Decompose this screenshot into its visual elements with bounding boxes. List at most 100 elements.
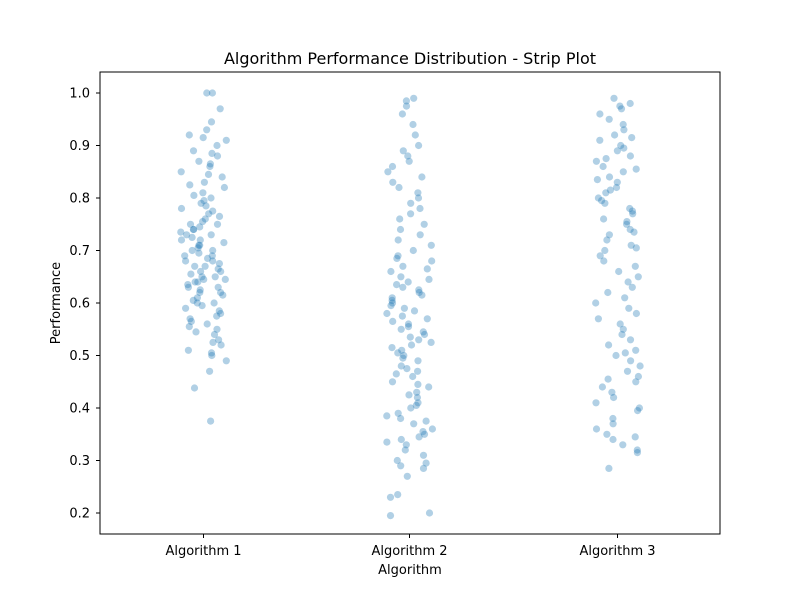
data-point bbox=[592, 425, 601, 433]
data-point bbox=[612, 351, 620, 360]
data-point bbox=[416, 204, 424, 213]
data-point bbox=[403, 365, 411, 373]
data-point bbox=[199, 218, 207, 226]
data-point bbox=[217, 267, 225, 276]
data-point bbox=[592, 157, 601, 165]
data-point bbox=[606, 186, 615, 194]
data-point bbox=[592, 299, 600, 307]
data-point bbox=[415, 141, 423, 150]
data-point bbox=[623, 218, 631, 226]
data-point bbox=[217, 341, 225, 349]
data-point bbox=[387, 267, 395, 276]
data-point bbox=[415, 286, 423, 294]
data-point bbox=[602, 189, 610, 197]
data-point bbox=[184, 346, 192, 354]
data-point bbox=[598, 197, 606, 205]
data-point bbox=[399, 283, 407, 291]
data-point bbox=[197, 267, 205, 276]
data-point bbox=[407, 210, 415, 218]
data-point bbox=[213, 220, 222, 228]
data-point bbox=[601, 199, 609, 207]
data-point bbox=[419, 328, 427, 336]
data-point bbox=[203, 320, 211, 328]
y-tick-label: 0.9 bbox=[69, 139, 90, 154]
data-point bbox=[619, 168, 627, 176]
data-point bbox=[412, 401, 420, 409]
data-point bbox=[633, 446, 641, 454]
data-point bbox=[394, 236, 402, 244]
y-tick-label: 0.4 bbox=[69, 402, 90, 417]
data-point bbox=[419, 428, 427, 436]
data-point bbox=[387, 302, 395, 310]
data-point bbox=[388, 162, 397, 171]
data-point bbox=[187, 317, 195, 325]
data-point bbox=[623, 367, 632, 375]
data-point bbox=[616, 320, 624, 328]
data-point bbox=[208, 149, 216, 157]
data-point bbox=[205, 210, 213, 218]
data-point bbox=[207, 349, 216, 357]
data-point bbox=[402, 97, 410, 105]
data-point bbox=[386, 511, 395, 520]
data-point bbox=[405, 391, 413, 399]
data-point bbox=[194, 244, 202, 252]
data-point bbox=[425, 509, 434, 517]
data-point bbox=[410, 307, 419, 315]
y-tick-label: 0.7 bbox=[69, 244, 90, 259]
data-point bbox=[418, 291, 426, 299]
data-point bbox=[415, 336, 423, 344]
data-point bbox=[409, 120, 417, 129]
data-point bbox=[195, 157, 203, 165]
data-point bbox=[218, 173, 226, 181]
data-point bbox=[598, 383, 607, 391]
data-point bbox=[209, 257, 217, 265]
data-point bbox=[189, 147, 198, 155]
data-point bbox=[604, 288, 612, 297]
data-point bbox=[201, 215, 209, 223]
data-point bbox=[386, 493, 395, 501]
data-point bbox=[388, 344, 396, 352]
data-point bbox=[629, 210, 637, 218]
data-point bbox=[208, 89, 216, 97]
data-point bbox=[389, 317, 397, 325]
data-point bbox=[388, 378, 397, 386]
x-tick-label: Algorithm 1 bbox=[165, 544, 241, 559]
data-point bbox=[602, 155, 610, 163]
data-point bbox=[605, 115, 613, 123]
data-point bbox=[400, 304, 408, 312]
data-point bbox=[222, 357, 230, 365]
data-point bbox=[604, 375, 612, 383]
data-point bbox=[605, 341, 613, 349]
data-point bbox=[200, 275, 208, 283]
data-point bbox=[206, 162, 214, 171]
data-point bbox=[630, 228, 638, 236]
data-point bbox=[208, 252, 216, 260]
data-point bbox=[616, 102, 624, 110]
data-point bbox=[615, 267, 623, 276]
data-point bbox=[190, 191, 198, 199]
data-point bbox=[193, 294, 201, 302]
data-point bbox=[626, 99, 634, 108]
data-point bbox=[636, 362, 644, 370]
data-point bbox=[177, 168, 185, 176]
data-point bbox=[422, 459, 430, 467]
data-point bbox=[195, 249, 203, 257]
data-point bbox=[627, 357, 635, 365]
data-point bbox=[215, 336, 223, 344]
data-point bbox=[415, 433, 423, 441]
data-point bbox=[220, 239, 228, 247]
data-point bbox=[397, 362, 405, 370]
data-point bbox=[633, 449, 642, 457]
data-point bbox=[200, 178, 208, 186]
data-point bbox=[213, 325, 221, 333]
points-layer bbox=[177, 89, 644, 520]
data-point bbox=[206, 160, 214, 168]
data-point bbox=[596, 136, 604, 144]
data-point bbox=[425, 275, 433, 283]
data-point bbox=[189, 225, 197, 234]
data-point bbox=[632, 165, 640, 173]
data-point bbox=[199, 189, 207, 197]
data-point bbox=[383, 309, 391, 318]
data-point bbox=[628, 207, 637, 215]
